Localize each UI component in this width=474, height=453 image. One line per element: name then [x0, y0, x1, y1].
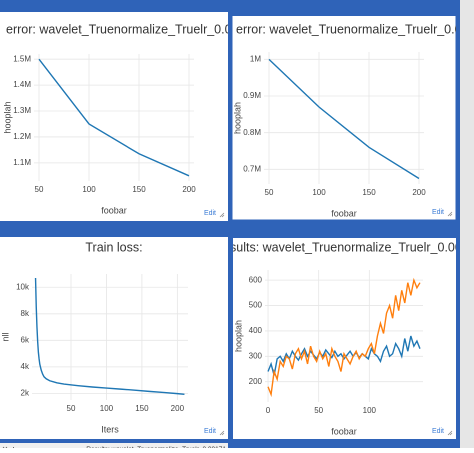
edit-link[interactable]: Edit	[432, 209, 444, 216]
x-tick-label: 100	[363, 406, 377, 415]
pane-title: Results: wavelet_Truenormalize_Truelr_0.…	[86, 446, 226, 448]
x-tick-label: 150	[132, 185, 146, 194]
pane-title-bar	[0, 443, 228, 448]
series-line	[268, 58, 420, 180]
y-tick-label: 1.5M	[13, 54, 31, 63]
y-tick-label: 0.9M	[243, 91, 261, 100]
y-axis-label: nll	[0, 332, 10, 341]
y-tick-label: 0.8M	[243, 128, 261, 137]
resize-icon[interactable]	[219, 430, 225, 436]
chart-title: error: wavelet_Truenormalize_Truelr_0.00…	[236, 22, 474, 36]
y-tick-label: 1.2M	[13, 132, 31, 141]
pane: Results: wavelet_Truenormalize_Truelr_0.…	[0, 443, 228, 448]
y-tick-label: 500	[249, 301, 263, 310]
x-tick-label: 200	[171, 404, 185, 413]
x-tick-label: 50	[265, 188, 274, 197]
x-tick-label: 150	[135, 404, 149, 413]
y-tick-label: 1.1M	[13, 158, 31, 167]
y-tick-label: 8k	[21, 309, 30, 318]
edit-link[interactable]: Edit	[204, 210, 216, 217]
chart-title: error: wavelet_Truenormalize_Truelr_0.00…	[6, 22, 259, 36]
x-tick-label: 50	[67, 404, 76, 413]
series-line	[38, 58, 190, 177]
resize-icon[interactable]	[447, 430, 453, 436]
x-tick-label: 100	[82, 185, 96, 194]
pane: Train error: wavelet_Truenormalize_Truel…	[0, 12, 259, 221]
y-tick-label: 400	[249, 326, 263, 335]
series-line	[267, 277, 421, 398]
chart-title: sults: wavelet_Truenormalize_Truelr_0.00…	[230, 240, 469, 254]
y-tick-label: 0.7M	[243, 164, 261, 173]
pane: Results: wavelet_Truenormalize_Truelr_0.…	[230, 238, 469, 439]
x-tick-label: 150	[362, 188, 376, 197]
x-tick-label: 100	[312, 188, 326, 197]
y-tick-label: 2k	[21, 388, 30, 397]
y-tick-label: 1.4M	[13, 80, 31, 89]
y-tick-label: 4k	[21, 362, 30, 371]
y-tick-label: 6k	[21, 335, 30, 344]
y-tick-label: 1.3M	[13, 106, 31, 115]
pane-body	[0, 12, 228, 221]
pane: Train lossTrain loss:2k4k6k8k10k50100150…	[0, 237, 228, 439]
x-tick-label: 50	[35, 185, 44, 194]
pane-body	[233, 238, 456, 439]
y-tick-label: 200	[249, 377, 263, 386]
y-axis-label: hooplah	[232, 102, 242, 134]
x-axis-label: foobar	[331, 426, 357, 436]
x-tick-label: 50	[314, 406, 323, 415]
chart-title: Train loss:	[85, 240, 142, 254]
y-axis-label: hooplah	[2, 101, 12, 133]
x-axis-label: foobar	[331, 208, 357, 218]
pane: Eval error: wavelet_Truenormalize_Truelr…	[232, 16, 474, 220]
resize-icon[interactable]	[447, 211, 453, 217]
x-tick-label: 200	[182, 185, 196, 194]
scroll-area	[460, 0, 474, 448]
series-line	[267, 335, 421, 376]
y-tick-label: 300	[249, 351, 263, 360]
x-tick-label: 0	[266, 406, 271, 415]
pane-body	[0, 237, 228, 439]
x-tick-label: 200	[412, 188, 426, 197]
y-tick-label: 600	[249, 275, 263, 284]
y-tick-label: 1M	[250, 54, 261, 63]
edit-link[interactable]: Edit	[432, 428, 444, 435]
y-axis-label: hooplah	[233, 320, 243, 352]
y-tick-label: 10k	[16, 282, 30, 291]
x-axis-label: foobar	[101, 205, 127, 215]
series-line	[34, 277, 185, 395]
x-tick-label: 100	[100, 404, 114, 413]
edit-link[interactable]: Edit	[204, 428, 216, 435]
x-axis-label: Iters	[101, 424, 119, 434]
resize-icon[interactable]	[219, 212, 225, 218]
